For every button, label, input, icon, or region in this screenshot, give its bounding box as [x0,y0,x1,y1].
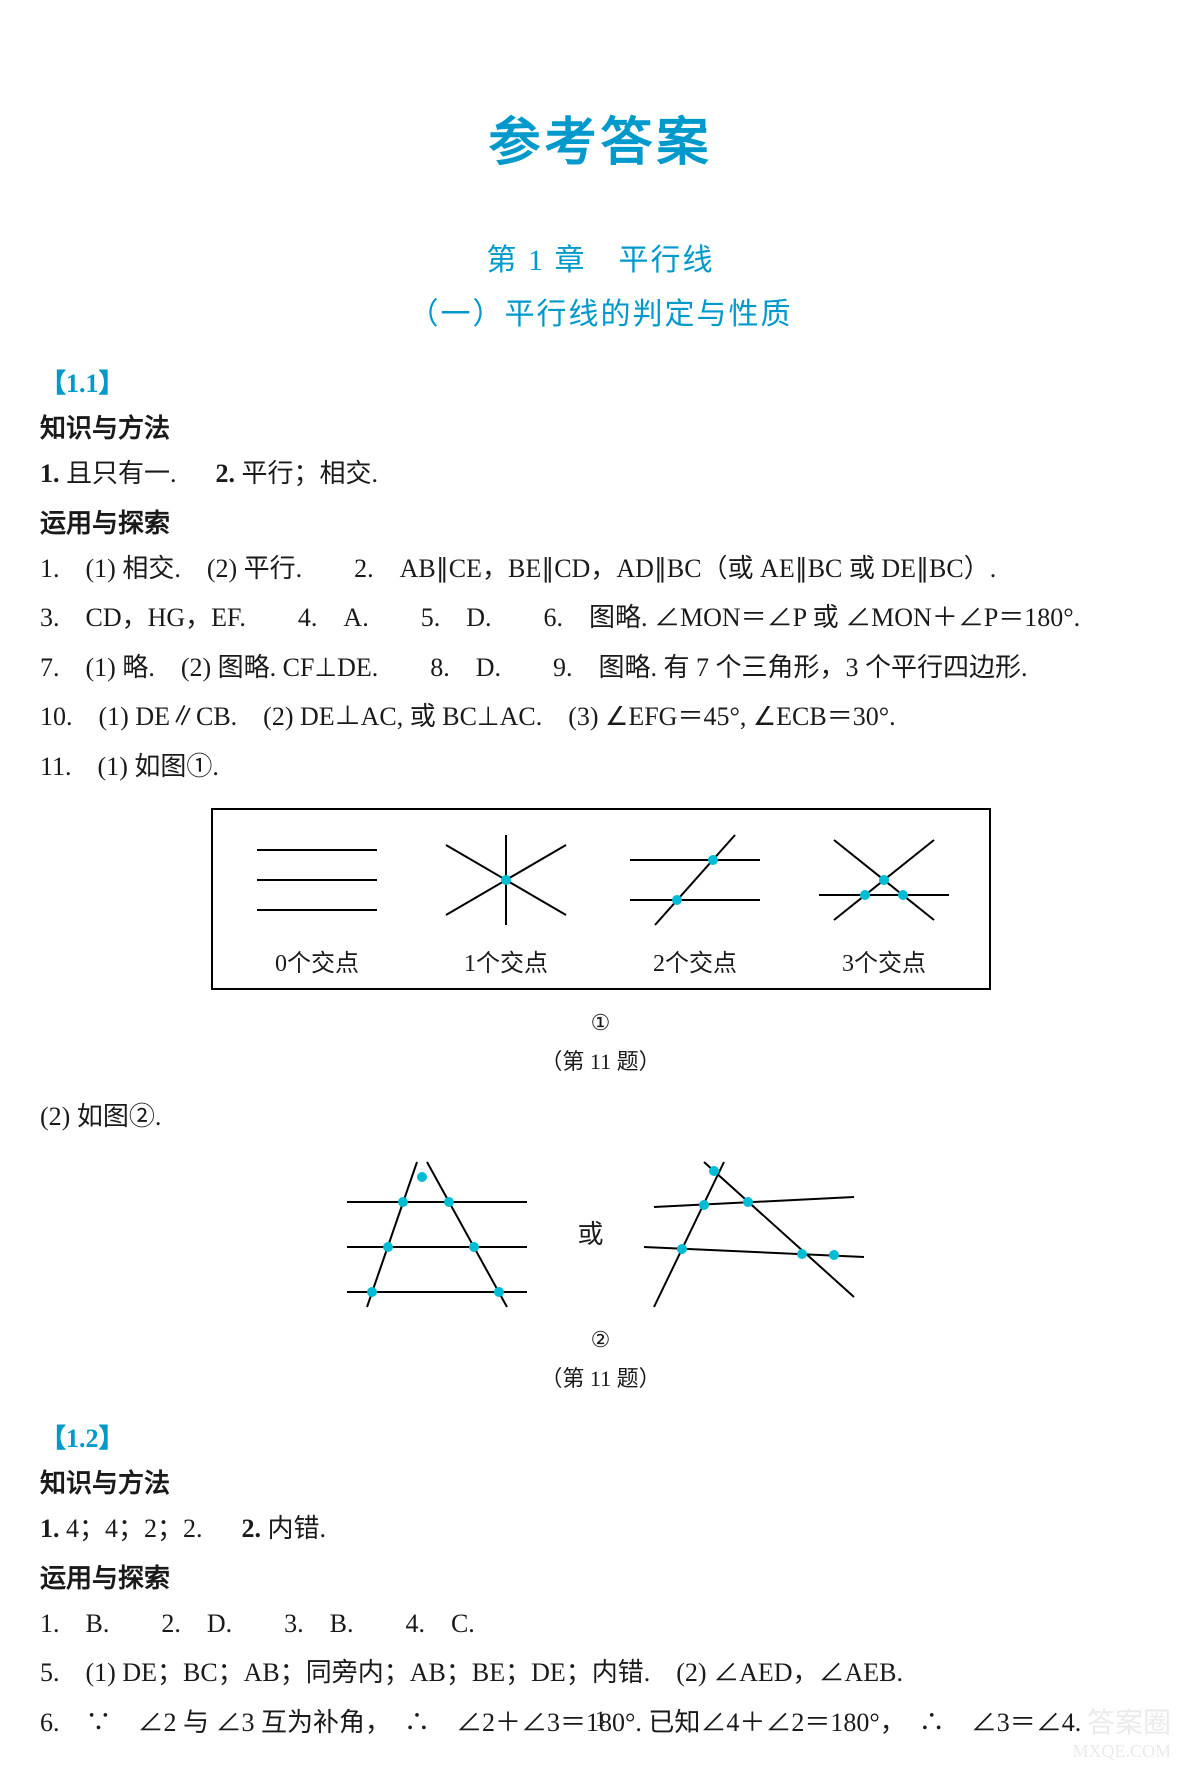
num: 1. [40,1514,60,1543]
s11-apply-line: 1. (1) 相交. (2) 平行. 2. AB∥CE，BE∥CD，AD∥BC（… [40,548,1161,590]
txt: 4；4；2；2. [66,1514,203,1543]
diagram-fig2-right-icon [634,1147,874,1317]
diagram-2-points-icon [615,825,775,935]
diagram-0-points-icon [237,825,397,935]
s11-apply-line: 10. (1) DE∥CB. (2) DE⊥AC, 或 BC⊥AC. (3) ∠… [40,696,1161,738]
panel-label: 2个交点 [615,943,775,978]
s12-apply-line: 5. (1) DE；BC；AB；同旁内；AB；BE；DE；内错. (2) ∠AE… [40,1652,1161,1694]
s11-11-2: (2) 如图②. [40,1096,1161,1138]
s12-know-line: 1. 4；4；2；2. 2. 内错. [40,1508,1161,1550]
figure-1-box: 0个交点 1个交点 2个交点 3个交点 [211,808,991,990]
section-1-2-head: 【1.2】 [40,1418,1161,1455]
figure-1-panel-2: 2个交点 [615,825,775,978]
num: 2. [216,459,236,488]
figure-1-caption: （第 11 题） [40,1044,1161,1076]
panel-label: 0个交点 [237,943,397,978]
figure-1-panel-0: 0个交点 [237,825,397,978]
watermark: 答案圈 MXQE.COM [1072,1701,1171,1762]
page-title: 参考答案 [40,100,1161,175]
figure-2-caption: （第 11 题） [40,1361,1161,1393]
page-number: 1 [0,1706,1201,1732]
chapter-heading: 第 1 章 平行线 [40,235,1161,279]
section-1-1-head: 【1.1】 [40,363,1161,400]
figure-1-panel-3: 3个交点 [804,825,964,978]
s11-apply-line: 7. (1) 略. (2) 图略. CF⊥DE. 8. D. 9. 图略. 有 … [40,647,1161,689]
knowledge-heading-1: 知识与方法 [40,408,1161,445]
num: 1. [40,459,60,488]
panel-label: 1个交点 [426,943,586,978]
panel-label: 3个交点 [804,943,964,978]
figure-2-wrap: 或 [40,1147,1161,1317]
s11-apply-line: 3. CD，HG，EF. 4. A. 5. D. 6. 图略. ∠MON＝∠P … [40,597,1161,639]
apply-heading-2: 运用与探索 [40,1558,1161,1595]
figure-1-panel-1: 1个交点 [426,825,586,978]
knowledge-heading-2: 知识与方法 [40,1463,1161,1500]
s12-apply-line: 1. B. 2. D. 3. B. 4. C. [40,1603,1161,1645]
apply-heading-1: 运用与探索 [40,503,1161,540]
watermark-bottom: MXQE.COM [1072,1741,1171,1762]
txt: 平行；相交. [242,459,379,488]
figure-2-number: ② [40,1327,1161,1353]
txt: 内错. [268,1514,327,1543]
diagram-3-points-icon [804,825,964,935]
diagram-fig2-left-icon [327,1147,547,1317]
subsection-heading: （一）平行线的判定与性质 [40,289,1161,333]
figure-2-between: 或 [577,1214,603,1251]
num: 2. [242,1514,262,1543]
diagram-1-point-icon [426,825,586,935]
watermark-top: 答案圈 [1087,1701,1171,1741]
s11-apply-line: 11. (1) 如图①. [40,746,1161,788]
s11-know-line: 1. 且只有一. 2. 平行；相交. [40,453,1161,495]
txt: 且只有一. [66,459,177,488]
figure-1-number: ① [40,1010,1161,1036]
